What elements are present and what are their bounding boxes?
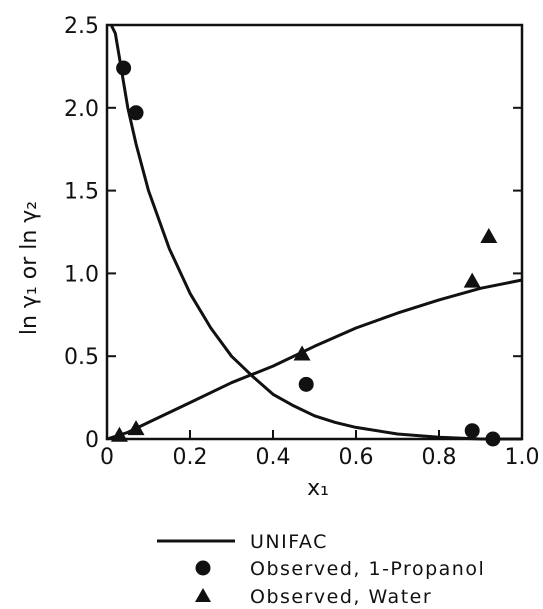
water-point	[293, 345, 311, 361]
water-point	[463, 272, 481, 288]
y-axis-label: ln γ₁ or ln γ₂	[17, 201, 42, 335]
propanol-point	[116, 60, 132, 76]
y-tick-label: 0.5	[64, 345, 99, 370]
legend-water-label: Observed, Water	[250, 586, 432, 608]
water-point	[480, 227, 498, 243]
water-point	[110, 426, 128, 442]
y-tick-label: 2.5	[64, 14, 99, 39]
curves-layer	[106, 24, 523, 441]
y-tick-label: 1.5	[64, 180, 99, 205]
legend: UNIFAC Observed, 1-Propanol Observed, Wa…	[157, 531, 485, 608]
x-tick-label: 0.4	[256, 445, 291, 470]
water-point	[127, 420, 145, 436]
legend-propanol-marker	[195, 560, 211, 576]
plot-frame	[105, 23, 524, 441]
plot-area	[105, 23, 524, 441]
unifac-curve-1	[109, 24, 522, 441]
x-tick-label: 1.0	[505, 445, 540, 470]
x-tick-label: 0.8	[422, 445, 457, 470]
y-tick-label: 2.0	[64, 97, 99, 122]
propanol-point	[128, 105, 144, 121]
legend-propanol-label: Observed, 1-Propanol	[250, 558, 485, 580]
legend-water-marker	[195, 588, 211, 602]
propanol-point	[485, 431, 501, 447]
ticks-layer: 0 0.2 0.4 0.6 0.8 1.0 0 0.5 1.0 1.5 2.0 2.5	[64, 14, 540, 470]
x-tick-label: 0.6	[339, 445, 374, 470]
y-tick-label: 0	[85, 428, 99, 453]
markers-layer	[110, 60, 501, 447]
x-axis-label: x₁	[307, 476, 329, 501]
y-tick-label: 1.0	[64, 262, 99, 287]
propanol-point	[464, 423, 480, 439]
legend-unifac-label: UNIFAC	[250, 531, 328, 553]
x-tick-label: 0.2	[173, 445, 208, 470]
unifac-curve-2	[106, 278, 523, 441]
x-tick-label: 0	[100, 445, 114, 470]
propanol-point	[298, 376, 314, 392]
